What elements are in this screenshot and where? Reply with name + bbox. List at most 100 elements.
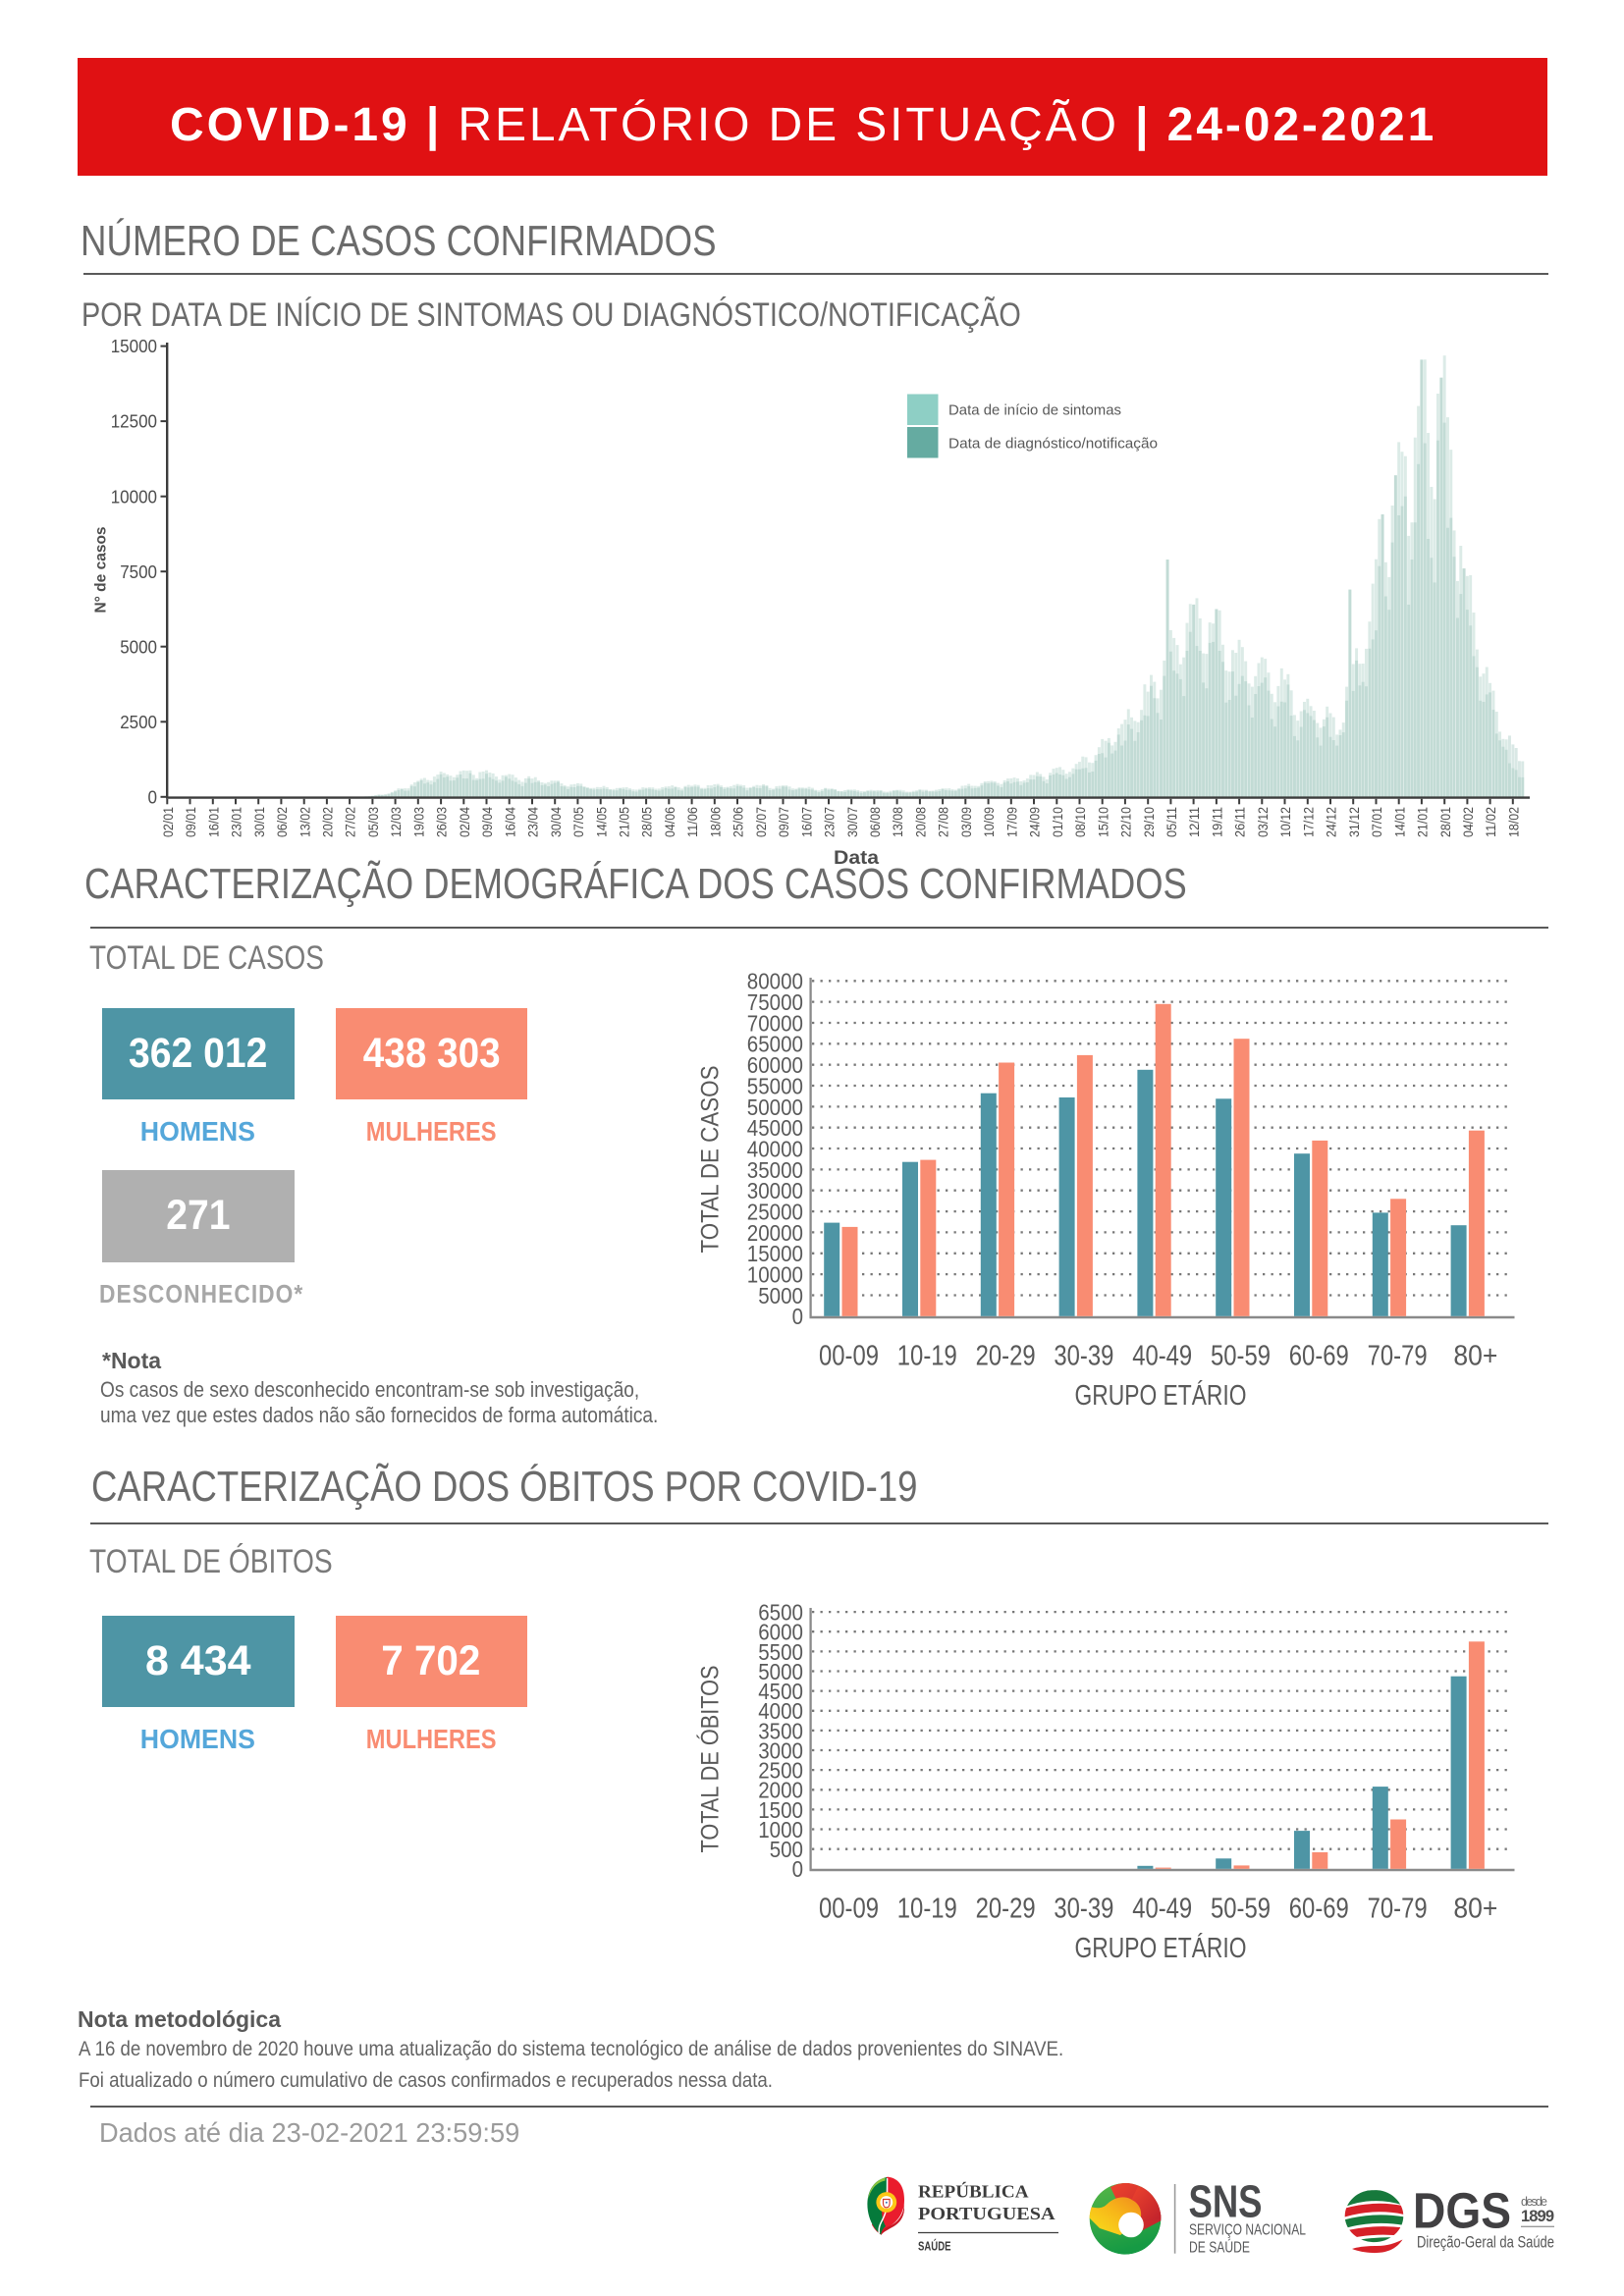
svg-text:07/05: 07/05 <box>571 807 586 837</box>
svg-text:40-49: 40-49 <box>1132 1893 1192 1924</box>
svg-text:Direção-Geral da Saúde: Direção-Geral da Saúde <box>1417 2234 1554 2252</box>
svg-text:6500: 6500 <box>758 1600 803 1626</box>
svg-text:15000: 15000 <box>747 1241 803 1266</box>
svg-text:23/04: 23/04 <box>526 807 541 837</box>
svg-text:GRUPO ETÁRIO: GRUPO ETÁRIO <box>1075 1932 1247 1964</box>
svg-text:14/01: 14/01 <box>1392 807 1407 837</box>
svg-text:DGS: DGS <box>1413 2183 1511 2239</box>
svg-text:19/11: 19/11 <box>1211 807 1225 837</box>
svg-text:12500: 12500 <box>111 412 157 432</box>
svg-text:16/01: 16/01 <box>206 807 221 837</box>
svg-text:50000: 50000 <box>747 1095 803 1120</box>
svg-text:30000: 30000 <box>747 1178 803 1203</box>
svg-text:03/09: 03/09 <box>959 807 974 837</box>
svg-text:60000: 60000 <box>747 1052 803 1078</box>
svg-text:50-59: 50-59 <box>1211 1340 1271 1371</box>
svg-text:09/04: 09/04 <box>480 807 495 837</box>
svg-text:3000: 3000 <box>758 1737 803 1763</box>
svg-text:60-69: 60-69 <box>1289 1340 1349 1371</box>
svg-text:70-79: 70-79 <box>1368 1893 1428 1924</box>
svg-text:26/11: 26/11 <box>1233 807 1248 837</box>
svg-text:12/11: 12/11 <box>1187 807 1202 837</box>
svg-text:06/02: 06/02 <box>275 807 290 837</box>
svg-text:DE SAÚDE: DE SAÚDE <box>1189 2239 1250 2256</box>
svg-text:25/06: 25/06 <box>731 807 746 837</box>
svg-text:05/11: 05/11 <box>1164 807 1179 837</box>
svg-text:04/02: 04/02 <box>1461 807 1476 837</box>
svg-text:2500: 2500 <box>120 713 157 732</box>
svg-text:60-69: 60-69 <box>1289 1893 1349 1924</box>
svg-text:GRUPO ETÁRIO: GRUPO ETÁRIO <box>1075 1379 1247 1412</box>
svg-text:16/04: 16/04 <box>503 807 517 837</box>
svg-text:1000: 1000 <box>758 1817 803 1842</box>
svg-text:SERVIÇO NACIONAL: SERVIÇO NACIONAL <box>1189 2221 1306 2238</box>
svg-text:0: 0 <box>792 1304 803 1329</box>
svg-text:40-49: 40-49 <box>1132 1340 1192 1371</box>
svg-text:30/01: 30/01 <box>252 807 267 837</box>
svg-text:4500: 4500 <box>758 1679 803 1704</box>
svg-text:04/06: 04/06 <box>663 807 677 837</box>
svg-text:06/08: 06/08 <box>868 807 883 837</box>
svg-text:19/03: 19/03 <box>411 807 426 837</box>
svg-text:75000: 75000 <box>747 989 803 1015</box>
svg-text:27/02: 27/02 <box>344 807 358 837</box>
svg-text:07/01: 07/01 <box>1370 807 1384 837</box>
svg-text:20/02: 20/02 <box>321 807 336 837</box>
svg-text:16/07: 16/07 <box>799 807 814 837</box>
svg-text:27/08: 27/08 <box>937 807 951 837</box>
svg-text:20-29: 20-29 <box>976 1340 1036 1371</box>
svg-text:6000: 6000 <box>758 1620 803 1645</box>
svg-text:SNS: SNS <box>1189 2176 1263 2227</box>
svg-text:03/12: 03/12 <box>1256 807 1271 837</box>
svg-text:10-19: 10-19 <box>897 1893 957 1924</box>
svg-text:80000: 80000 <box>747 969 803 994</box>
svg-text:23/07: 23/07 <box>823 807 838 837</box>
svg-text:25000: 25000 <box>747 1200 803 1225</box>
svg-text:09/01: 09/01 <box>184 807 198 837</box>
svg-text:24/09: 24/09 <box>1028 807 1043 837</box>
svg-text:5000: 5000 <box>758 1283 803 1308</box>
svg-text:02/01: 02/01 <box>161 807 176 837</box>
svg-text:10000: 10000 <box>747 1262 803 1288</box>
svg-text:SAÚDE: SAÚDE <box>918 2239 951 2254</box>
svg-text:5000: 5000 <box>758 1659 803 1684</box>
svg-text:30-39: 30-39 <box>1054 1340 1113 1371</box>
svg-text:31/12: 31/12 <box>1347 807 1362 837</box>
svg-text:0: 0 <box>792 1856 803 1882</box>
svg-text:23/01: 23/01 <box>230 807 244 837</box>
svg-text:Data: Data <box>834 848 879 869</box>
svg-text:10/12: 10/12 <box>1278 807 1293 837</box>
svg-text:30-39: 30-39 <box>1054 1893 1113 1924</box>
svg-text:09/07: 09/07 <box>777 807 791 837</box>
svg-text:02/04: 02/04 <box>458 807 472 837</box>
svg-text:00-09: 00-09 <box>819 1893 879 1924</box>
svg-text:PORTUGUESA: PORTUGUESA <box>918 2204 1056 2223</box>
svg-text:02/07: 02/07 <box>754 807 769 837</box>
svg-text:desde: desde <box>1521 2195 1547 2209</box>
svg-text:70000: 70000 <box>747 1010 803 1036</box>
svg-text:TOTAL DE CASOS: TOTAL DE CASOS <box>697 1066 725 1254</box>
svg-text:21/01: 21/01 <box>1416 807 1431 837</box>
svg-text:18/02: 18/02 <box>1506 807 1521 837</box>
svg-text:20000: 20000 <box>747 1220 803 1246</box>
svg-text:0: 0 <box>148 787 158 807</box>
svg-text:30/07: 30/07 <box>845 807 860 837</box>
svg-text:22/10: 22/10 <box>1119 807 1134 837</box>
svg-text:17/09: 17/09 <box>1004 807 1019 837</box>
svg-text:7500: 7500 <box>120 562 157 582</box>
svg-text:20/08: 20/08 <box>914 807 929 837</box>
svg-text:TOTAL DE ÓBITOS: TOTAL DE ÓBITOS <box>696 1666 725 1853</box>
svg-text:10-19: 10-19 <box>897 1340 957 1371</box>
svg-text:15000: 15000 <box>111 337 157 356</box>
svg-text:29/10: 29/10 <box>1142 807 1157 837</box>
svg-text:65000: 65000 <box>747 1032 803 1057</box>
svg-text:24/12: 24/12 <box>1325 807 1339 837</box>
svg-text:18/06: 18/06 <box>708 807 723 837</box>
svg-text:55000: 55000 <box>747 1073 803 1098</box>
svg-text:17/12: 17/12 <box>1301 807 1316 837</box>
svg-text:80+: 80+ <box>1453 1893 1497 1924</box>
svg-text:01/10: 01/10 <box>1051 807 1065 837</box>
svg-text:20-29: 20-29 <box>976 1893 1036 1924</box>
svg-text:4000: 4000 <box>758 1698 803 1724</box>
svg-text:05/03: 05/03 <box>366 807 381 837</box>
